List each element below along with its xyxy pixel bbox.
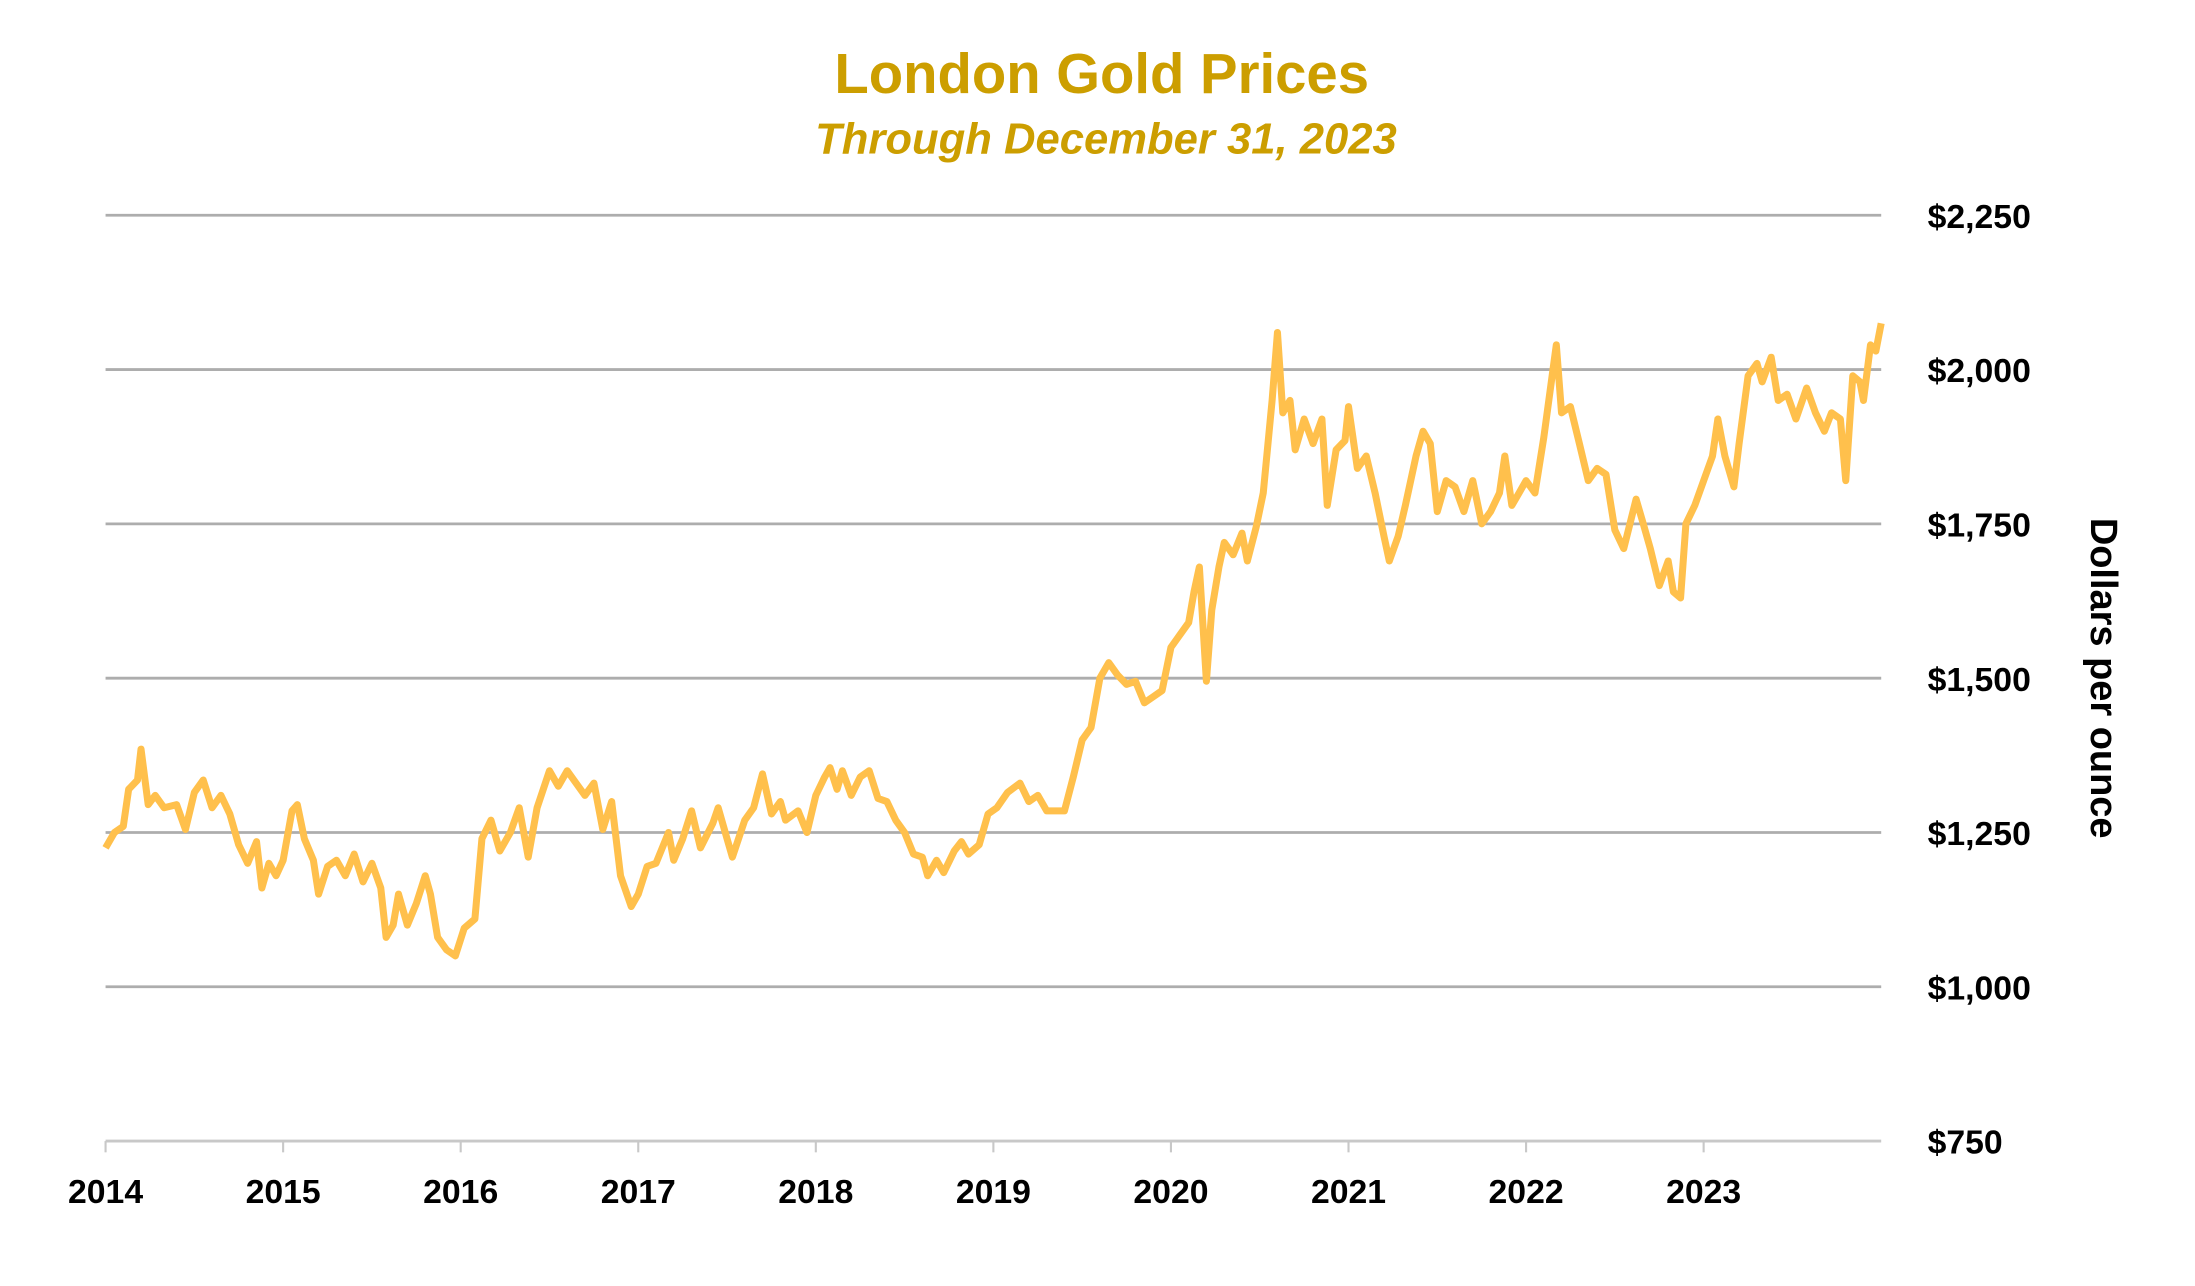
x-tick-label: 2018 bbox=[778, 1173, 853, 1211]
chart-subtitle: Through December 31, 2023 bbox=[815, 115, 1397, 163]
x-tick-label: 2016 bbox=[423, 1173, 498, 1211]
y-tick-label: $1,750 bbox=[1928, 507, 2031, 545]
y-tick-label: $2,250 bbox=[1928, 198, 2031, 236]
x-tick-label: 2023 bbox=[1666, 1173, 1741, 1211]
y-tick-label: $1,250 bbox=[1928, 815, 2031, 853]
gold-price-line bbox=[102, 322, 1885, 960]
y-tick-label: $1,500 bbox=[1928, 661, 2031, 699]
x-tick-label: 2014 bbox=[68, 1173, 143, 1211]
x-axis: 2014 2015 2016 2017 2018 2019 2020 2021 2022 2023 bbox=[68, 1139, 1882, 1211]
chart-title: London Gold Prices bbox=[834, 42, 1369, 105]
gridlines bbox=[105, 213, 1882, 989]
y-tick-label: $1,000 bbox=[1928, 969, 2031, 1007]
x-tick-label: 2017 bbox=[601, 1173, 676, 1211]
y-tick-labels: $750 $1,000 $1,250 $1,500 $1,750 $2,000 $2,250 bbox=[1928, 198, 2031, 1162]
x-tick-label: 2022 bbox=[1489, 1173, 1564, 1211]
x-tick-label: 2020 bbox=[1133, 1173, 1208, 1211]
x-tick-label: 2015 bbox=[246, 1173, 321, 1211]
y-tick-label: $750 bbox=[1928, 1124, 2003, 1162]
y-axis-label: Dollars per ounce bbox=[2082, 518, 2124, 839]
x-tick-label: 2021 bbox=[1311, 1173, 1386, 1211]
series-layer bbox=[102, 322, 1885, 960]
y-tick-label: $2,000 bbox=[1928, 352, 2031, 390]
x-tick-label: 2019 bbox=[956, 1173, 1031, 1211]
